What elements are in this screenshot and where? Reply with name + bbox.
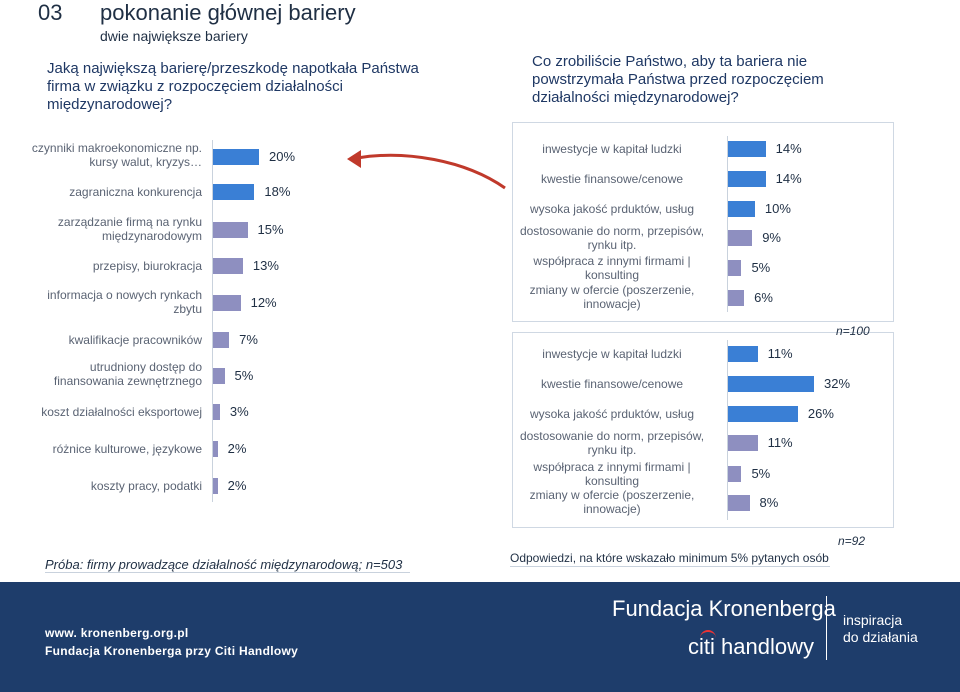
solution-value: 8% [759,495,779,510]
footer-brand: Fundacja Kronenberga [612,596,836,621]
top-axis-line [727,136,728,312]
n-note-100: n=100 [836,324,870,338]
footer: www. kronenberg.org.pl Fundacja Kronenbe… [0,582,960,692]
solution-bar [728,230,753,246]
solution-label: dostosowanie do norm, przepisów, rynku i… [519,224,705,252]
barrier-value: 7% [239,332,258,347]
solution-value: 5% [751,260,771,275]
barrier-bar [213,404,220,420]
footer-url[interactable]: www. kronenberg.org.pl [45,626,189,640]
solution-bar [728,406,798,422]
barrier-value: 13% [252,258,279,273]
sample-note: Próba: firmy prowadzące działalność międ… [45,557,403,572]
solution-label: dostosowanie do norm, przepisów, rynku i… [519,429,705,457]
solution-label: zmiany w ofercie (poszerzenie, innowacje… [529,488,695,516]
solution-label: współpraca z innymi firmami | konsulting [533,460,691,488]
barrier-value: 15% [257,222,284,237]
footer-org: Fundacja Kronenberga przy Citi Handlowy [45,644,299,658]
barrier-label: kwalifikacje pracowników [68,333,202,347]
barrier-value: 5% [234,368,254,383]
panel-bottom [512,332,894,528]
barrier-label: czynniki makroekonomiczne np. kursy walu… [31,141,202,169]
barrier-bar [213,295,241,311]
solution-value: 11% [767,435,793,450]
barrier-label: informacja o nowych rynkach zbytu [47,288,202,316]
barrier-label: przepisy, biurokracja [92,259,202,273]
question-right: Co zrobiliście Państwo, aby ta bariera n… [532,53,824,106]
solution-label: kwestie finansowe/cenowe [540,172,684,186]
solution-value: 10% [764,201,791,216]
solution-value: 9% [762,230,781,245]
barrier-bar [213,478,218,494]
barrier-label: koszty pracy, podatki [90,479,202,493]
answers-underline [510,566,830,567]
barrier-label: różnice kulturowe, językowe [52,442,202,456]
footer-tagline-2: do działania [843,629,918,645]
barrier-value: 12% [250,295,277,310]
solution-bar [728,171,766,187]
barrier-value: 3% [229,404,249,419]
solution-bar [728,376,814,392]
solution-label: wysoka jakość prduktów, usług [529,407,695,421]
barrier-bar [213,332,230,348]
solution-value: 14% [775,141,802,156]
solution-bar [728,141,766,157]
solution-value: 5% [751,466,771,481]
footer-citi-logo: citi handlowy [688,634,814,659]
barrier-bar [213,184,255,200]
footer-divider [826,596,827,660]
arrow-icon [347,150,506,190]
solution-bar [728,466,742,482]
sample-underline [45,572,410,573]
slide-title: pokonanie głównej bariery [100,0,356,25]
barrier-value: 2% [227,478,247,493]
solution-bar [728,435,758,451]
question-left: Jaką największą barierę/przeszkodę napot… [47,60,419,113]
barrier-value: 18% [264,184,291,199]
solution-label: wysoka jakość prduktów, usług [529,202,695,216]
citi-arc-icon [700,630,716,640]
barrier-bar [213,368,225,384]
solution-label: inwestycje w kapitał ludzki [542,347,682,361]
barrier-label: zagraniczna konkurencja [69,185,202,199]
left-axis-line [212,140,213,502]
solution-value: 26% [807,406,834,421]
barrier-label: zarządzanie firmą na rynku międzynarodow… [57,215,202,243]
solution-label: kwestie finansowe/cenowe [540,377,684,391]
footer-tagline-1: inspiracja [843,612,903,628]
slide-subtitle: dwie największe bariery [100,28,248,44]
solution-label: zmiany w ofercie (poszerzenie, innowacje… [529,283,695,311]
solution-value: 32% [824,376,851,391]
solution-bar [728,201,755,217]
bottom-axis-line [727,340,728,520]
solution-bar [728,260,742,276]
solution-label: inwestycje w kapitał ludzki [542,142,682,156]
solution-value: 6% [754,290,773,305]
answers-note: Odpowiedzi, na które wskazało minimum 5%… [510,551,829,565]
barrier-bar [213,222,248,238]
barrier-label: koszt działalności eksportowej [41,405,202,419]
slide-number: 03 [38,0,63,25]
barrier-bar [213,258,243,274]
barrier-bar [213,441,218,457]
n-note-92: n=92 [838,534,866,548]
solution-bar [728,495,750,511]
solution-bar [728,346,758,362]
panel-top [512,122,894,322]
solution-value: 11% [767,346,793,361]
solution-label: współpraca z innymi firmami | konsulting [533,254,691,282]
barrier-value: 2% [227,441,247,456]
barrier-label: utrudniony dostęp do finansowania zewnęt… [53,360,202,388]
barrier-value: 20% [269,149,296,164]
footer-tagline: inspiracja do działania [843,612,918,646]
solution-value: 14% [775,171,802,186]
barrier-bar [213,149,259,165]
solution-bar [728,290,745,306]
